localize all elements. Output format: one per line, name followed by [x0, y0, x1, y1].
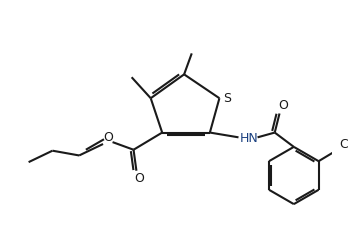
Text: O: O [134, 172, 144, 185]
Text: HN: HN [240, 132, 258, 145]
Text: S: S [223, 92, 231, 105]
Text: Cl: Cl [339, 139, 348, 151]
Text: O: O [103, 131, 113, 144]
Text: O: O [278, 99, 288, 112]
